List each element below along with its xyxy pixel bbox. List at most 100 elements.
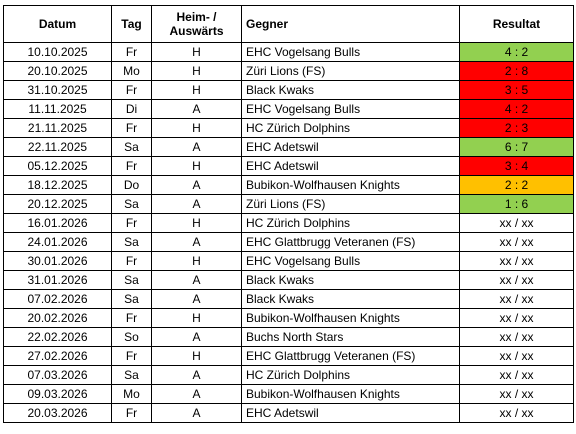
table-row: 22.11.2025 Sa A EHC Adetswil 6 : 7 [3, 137, 574, 157]
result-cell: xx / xx [459, 251, 574, 271]
home-away-cell: H [151, 308, 242, 328]
result-cell: xx / xx [459, 346, 574, 366]
result-cell: 6 : 7 [459, 137, 574, 157]
header-home-away: Heim- / Auswärts [151, 5, 242, 43]
opponent-cell: Bubikon-Wolfhausen Knights [241, 384, 460, 404]
result-cell: 1 : 6 [459, 194, 574, 214]
result-cell: xx / xx [459, 365, 574, 385]
table-row: 31.10.2025 Fr H Black Kwaks 3 : 5 [3, 80, 574, 100]
opponent-cell: Buchs North Stars [241, 327, 460, 347]
home-away-cell: H [151, 80, 242, 100]
home-away-cell: H [151, 251, 242, 271]
opponent-cell: Black Kwaks [241, 270, 460, 290]
result-cell: xx / xx [459, 270, 574, 290]
table-row: 22.02.2026 So A Buchs North Stars xx / xx [3, 327, 574, 347]
day-cell: Fr [111, 156, 152, 176]
result-cell: 2 : 8 [459, 61, 574, 81]
opponent-cell: EHC Adetswil [241, 403, 460, 423]
result-cell: xx / xx [459, 308, 574, 328]
result-cell: 3 : 5 [459, 80, 574, 100]
table-row: 18.12.2025 Do A Bubikon-Wolfhausen Knights 2… [3, 175, 574, 195]
date-cell: 30.01.2026 [3, 251, 112, 271]
day-cell: Fr [111, 346, 152, 366]
opponent-cell: EHC Glattbrugg Veteranen (FS) [241, 232, 460, 252]
table-row: 09.03.2026 Mo A Bubikon-Wolfhausen Knights x… [3, 384, 574, 404]
opponent-cell: HC Zürich Dolphins [241, 213, 460, 233]
date-cell: 27.02.2026 [3, 346, 112, 366]
day-cell: Fr [111, 213, 152, 233]
day-cell: Fr [111, 251, 152, 271]
day-cell: Do [111, 175, 152, 195]
home-away-cell: H [151, 61, 242, 81]
result-cell: xx / xx [459, 232, 574, 252]
header-date: Datum [3, 5, 112, 43]
result-cell: xx / xx [459, 289, 574, 309]
result-cell: 4 : 2 [459, 42, 574, 62]
home-away-cell: H [151, 346, 242, 366]
table-row: 31.01.2026 Sa A Black Kwaks xx / xx [3, 270, 574, 290]
day-cell: Fr [111, 403, 152, 423]
result-cell: xx / xx [459, 213, 574, 233]
table-row: 07.03.2026 Sa A HC Zürich Dolphins xx / xx [3, 365, 574, 385]
table-row: 20.02.2026 Fr H Bubikon-Wolfhausen Knights x… [3, 308, 574, 328]
date-cell: 16.01.2026 [3, 213, 112, 233]
table-row: 20.03.2026 Fr A EHC Adetswil xx / xx [3, 403, 574, 423]
date-cell: 20.10.2025 [3, 61, 112, 81]
home-away-cell: H [151, 156, 242, 176]
date-cell: 07.03.2026 [3, 365, 112, 385]
table-row: 20.12.2025 Sa A Züri Lions (FS) 1 : 6 [3, 194, 574, 214]
date-cell: 22.11.2025 [3, 137, 112, 157]
opponent-cell: Züri Lions (FS) [241, 194, 460, 214]
day-cell: Di [111, 99, 152, 119]
opponent-cell: EHC Vogelsang Bulls [241, 99, 460, 119]
header-opponent: Gegner [241, 5, 460, 43]
home-away-cell: A [151, 194, 242, 214]
result-cell: 2 : 3 [459, 118, 574, 138]
home-away-cell: A [151, 384, 242, 404]
table-row: 27.02.2026 Fr H EHC Glattbrugg Veteranen (F… [3, 346, 574, 366]
home-away-cell: H [151, 42, 242, 62]
schedule-table: Datum Tag Heim- / Auswärts Gegner Result… [3, 5, 574, 423]
result-cell: xx / xx [459, 403, 574, 423]
home-away-cell: A [151, 99, 242, 119]
table-row: 07.02.2026 Sa A Black Kwaks xx / xx [3, 289, 574, 309]
home-away-cell: A [151, 137, 242, 157]
date-cell: 24.01.2026 [3, 232, 112, 252]
home-away-cell: A [151, 175, 242, 195]
day-cell: Sa [111, 232, 152, 252]
header-result: Resultat [459, 5, 574, 43]
home-away-cell: A [151, 232, 242, 252]
result-cell: 3 : 4 [459, 156, 574, 176]
opponent-cell: EHC Adetswil [241, 156, 460, 176]
table-row: 05.12.2025 Fr H EHC Adetswil 3 : 4 [3, 156, 574, 176]
date-cell: 20.02.2026 [3, 308, 112, 328]
day-cell: Mo [111, 61, 152, 81]
day-cell: Sa [111, 365, 152, 385]
opponent-cell: EHC Vogelsang Bulls [241, 251, 460, 271]
date-cell: 07.02.2026 [3, 289, 112, 309]
opponent-cell: Black Kwaks [241, 80, 460, 100]
day-cell: Mo [111, 384, 152, 404]
result-cell: 4 : 2 [459, 99, 574, 119]
opponent-cell: HC Zürich Dolphins [241, 365, 460, 385]
home-away-cell: A [151, 289, 242, 309]
home-away-cell: A [151, 365, 242, 385]
header-day: Tag [111, 5, 152, 43]
day-cell: Fr [111, 42, 152, 62]
table-row: 24.01.2026 Sa A EHC Glattbrugg Veteranen (F… [3, 232, 574, 252]
date-cell: 05.12.2025 [3, 156, 112, 176]
home-away-cell: A [151, 270, 242, 290]
date-cell: 09.03.2026 [3, 384, 112, 404]
result-cell: xx / xx [459, 384, 574, 404]
date-cell: 20.03.2026 [3, 403, 112, 423]
opponent-cell: Züri Lions (FS) [241, 61, 460, 81]
day-cell: So [111, 327, 152, 347]
date-cell: 11.11.2025 [3, 99, 112, 119]
day-cell: Fr [111, 118, 152, 138]
day-cell: Fr [111, 80, 152, 100]
home-away-cell: H [151, 118, 242, 138]
opponent-cell: Black Kwaks [241, 289, 460, 309]
home-away-cell: A [151, 403, 242, 423]
date-cell: 31.01.2026 [3, 270, 112, 290]
table-row: 16.01.2026 Fr H HC Zürich Dolphins xx / xx [3, 213, 574, 233]
